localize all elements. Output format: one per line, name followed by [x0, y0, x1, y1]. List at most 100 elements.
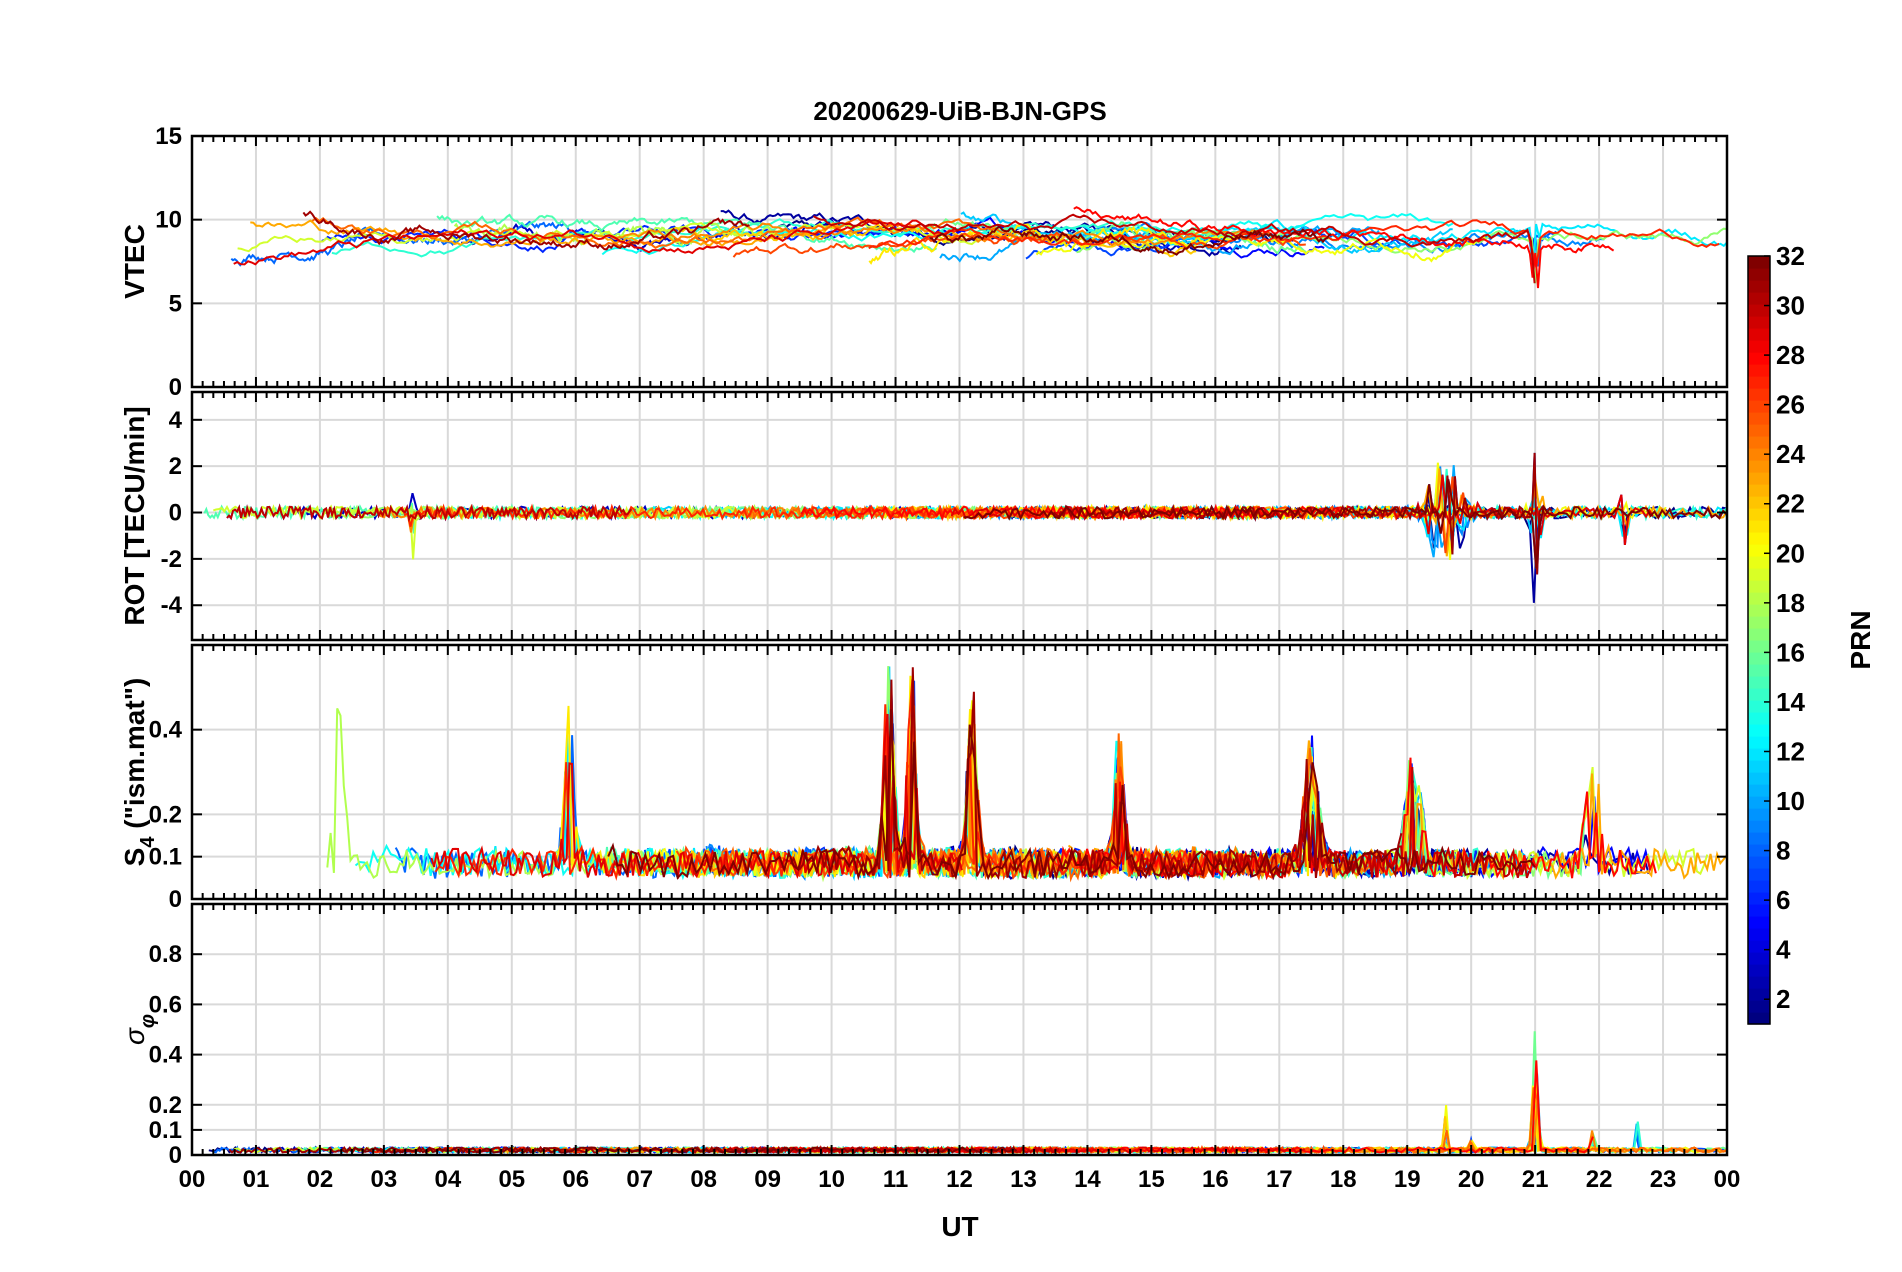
y-tick-label: 0: [169, 1142, 182, 1169]
colorbar-segment: [1748, 676, 1770, 689]
x-tick-label: 20: [1458, 1166, 1485, 1193]
x-tick-label: 11: [883, 1166, 908, 1193]
series-prn-10: [963, 1073, 1651, 1155]
colorbar-segment: [1748, 496, 1770, 509]
colorbar-segment: [1748, 688, 1770, 701]
series-prn-16: [941, 1031, 1727, 1154]
y-tick-label: 0.6: [149, 991, 182, 1018]
y-tick-label: -2: [161, 546, 182, 573]
colorbar-segment: [1748, 976, 1770, 989]
y-tick-label: 0.8: [149, 941, 182, 968]
colorbar-tick-label: 28: [1776, 340, 1805, 370]
colorbar-segment: [1748, 604, 1770, 617]
colorbar-tick-label: 6: [1776, 885, 1790, 915]
y-axis-label-vtec: VTEC: [119, 224, 150, 299]
x-tick-label: 02: [307, 1166, 334, 1193]
colorbar-tick-label: 4: [1776, 935, 1791, 965]
colorbar-segment: [1748, 268, 1770, 281]
colorbar-segment: [1748, 304, 1770, 317]
colorbar-segment: [1748, 988, 1770, 1001]
colorbar-segment: [1748, 256, 1770, 269]
series-prn-28: [1073, 206, 1615, 289]
colorbar-tick-label: 16: [1776, 637, 1805, 667]
traces-s4: [326, 666, 1727, 883]
x-tick-label: 10: [818, 1166, 845, 1193]
colorbar-segment: [1748, 568, 1770, 581]
y-tick-label: 0.2: [149, 1092, 182, 1119]
y-tick-label: 5: [169, 290, 182, 317]
x-tick-label: 17: [1266, 1166, 1293, 1193]
colorbar-tick-label: 24: [1776, 439, 1805, 469]
y-tick-label: 0: [169, 374, 182, 401]
series-prn-31: [302, 210, 750, 251]
colorbar-segment: [1748, 904, 1770, 917]
colorbar-tick-label: 20: [1776, 538, 1805, 568]
series-prn-28: [722, 1060, 1594, 1154]
x-tick-label: 00: [179, 1166, 206, 1193]
y-tick-label: 2: [169, 453, 182, 480]
colorbar-segment: [1748, 424, 1770, 437]
colorbar-tick-label: 8: [1776, 836, 1790, 866]
colorbar-segment: [1748, 880, 1770, 893]
x-tick-label: 05: [498, 1166, 525, 1193]
colorbar-tick-label: 22: [1776, 489, 1805, 519]
x-tick-label: 22: [1586, 1166, 1613, 1193]
series-prn-8: [230, 220, 589, 267]
panel-rot: -4 -2 0 2 4 ROT [TECU/min]: [119, 390, 1729, 642]
series-prn-30: [226, 503, 633, 523]
y-tick-label: 0.1: [149, 844, 182, 871]
series-prn-7: [643, 678, 977, 878]
colorbar-segment: [1748, 664, 1770, 677]
x-tick-label: 23: [1650, 1166, 1677, 1193]
x-tick-label: 15: [1138, 1166, 1165, 1193]
x-tick-label: 12: [946, 1166, 973, 1193]
colorbar-segment: [1748, 448, 1770, 461]
y-tick-label: 4: [169, 407, 183, 434]
colorbar-segment: [1748, 736, 1770, 749]
colorbar-tick-label: 12: [1776, 736, 1805, 766]
x-tick-label: 16: [1202, 1166, 1229, 1193]
colorbar-segment: [1748, 520, 1770, 533]
colorbar-segment: [1748, 1000, 1770, 1013]
colorbar-segment: [1748, 472, 1770, 485]
colorbar-segment: [1748, 628, 1770, 641]
series-prn-32: [607, 709, 1536, 881]
colorbar-segment: [1748, 484, 1770, 497]
panel-vtec: 0 5 10 15 VTEC: [119, 123, 1729, 401]
colorbar-segment: [1748, 412, 1770, 425]
series-prn-30: [812, 213, 1536, 284]
x-tick-label: 08: [690, 1166, 717, 1193]
colorbar-segment: [1748, 760, 1770, 773]
x-tick-label: 03: [371, 1166, 398, 1193]
series-prn-32: [930, 226, 1332, 256]
y-axis-label-sigma_phi: σφ: [119, 1014, 159, 1045]
x-tick-label: 21: [1522, 1166, 1549, 1193]
colorbar-segment: [1748, 832, 1770, 845]
colorbar-segment: [1748, 292, 1770, 305]
x-tick-label: 19: [1394, 1166, 1421, 1193]
colorbar-segment: [1748, 928, 1770, 941]
colorbar-tick-label: 30: [1776, 291, 1805, 321]
y-tick-label: 0.4: [149, 1042, 183, 1069]
series-prn-27: [434, 680, 1205, 881]
chart-title: 20200629-UiB-BJN-GPS: [813, 96, 1106, 126]
colorbar-segment: [1748, 796, 1770, 809]
colorbar-segment: [1748, 580, 1770, 593]
series-prn-32: [963, 479, 1727, 569]
y-tick-label: 0.2: [149, 801, 182, 828]
colorbar-segment: [1748, 892, 1770, 905]
colorbar-segment: [1748, 544, 1770, 557]
panel-s4: 0 0.1 0.2 0.4S4 ("ism.mat"): [119, 643, 1729, 913]
colorbar-segment: [1748, 808, 1770, 821]
colorbar-segment: [1748, 784, 1770, 797]
colorbar-segment: [1748, 916, 1770, 929]
colorbar-segment: [1748, 460, 1770, 473]
colorbar-segment: [1748, 748, 1770, 761]
traces-sigma_phi: [208, 1031, 1727, 1155]
y-axis-label-s4: S4 ("ism.mat"): [119, 678, 159, 867]
colorbar-segment: [1748, 712, 1770, 725]
x-tick-label: 13: [1010, 1166, 1037, 1193]
